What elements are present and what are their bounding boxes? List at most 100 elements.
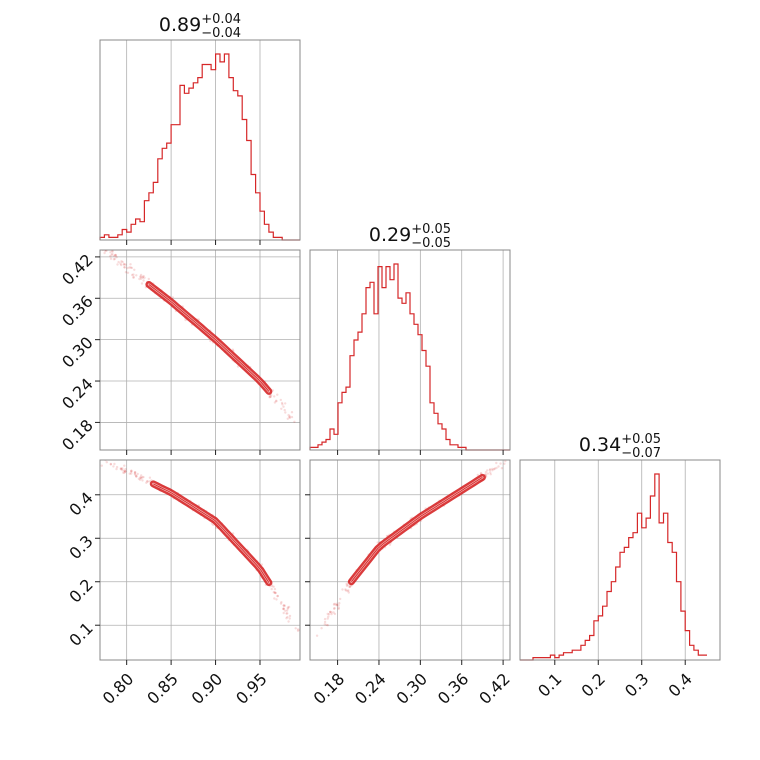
sample-point xyxy=(109,463,113,466)
sample-point xyxy=(130,472,133,475)
param-title-1: 0.89+0.04 xyxy=(159,12,241,36)
sample-point xyxy=(286,612,289,615)
sample-point xyxy=(135,475,138,478)
sample-point xyxy=(287,605,291,609)
sample-point xyxy=(282,611,285,615)
sample-point xyxy=(333,612,337,616)
panel-frame xyxy=(309,459,511,661)
sample-point xyxy=(503,462,506,465)
sample-point xyxy=(286,417,289,420)
sample-point xyxy=(120,263,123,267)
tick-label-x: 0.24 xyxy=(351,669,390,708)
sample-point xyxy=(333,606,336,610)
sample-point xyxy=(123,266,126,269)
tick-label-y: 0.24 xyxy=(58,374,97,413)
hist-panel-1: 0.89+0.04−0.04 xyxy=(99,12,301,245)
sample-point xyxy=(286,606,290,609)
tick-label-y: 0.4 xyxy=(65,488,96,519)
sample-point xyxy=(121,469,124,472)
sample-point xyxy=(141,476,144,479)
tick-label-x: 0.90 xyxy=(188,669,227,708)
sample-point xyxy=(236,365,240,368)
sample-point xyxy=(121,467,124,470)
sample-point xyxy=(114,253,117,257)
sample-point xyxy=(139,476,142,479)
sample-point xyxy=(124,470,127,473)
sample-point xyxy=(273,587,277,591)
sample-point xyxy=(124,470,127,473)
sample-point xyxy=(296,628,300,631)
sample-point xyxy=(284,411,287,414)
sample-point xyxy=(124,271,128,274)
sample-point xyxy=(145,481,148,484)
sample-point xyxy=(143,276,146,279)
sample-point xyxy=(269,395,273,398)
sample-point xyxy=(275,598,278,601)
sample-point xyxy=(123,262,126,266)
sample-point xyxy=(131,273,134,277)
sample-point xyxy=(346,589,349,593)
sample-point xyxy=(110,253,113,257)
sample-point xyxy=(139,476,142,479)
sample-point xyxy=(323,620,327,624)
sample-point xyxy=(147,277,150,281)
sample-point xyxy=(270,587,273,591)
tick-label-y: 0.36 xyxy=(58,292,97,331)
tick-label-y: 0.1 xyxy=(65,619,96,650)
sample-point xyxy=(488,468,492,471)
sample-point xyxy=(133,471,137,474)
sample-point xyxy=(276,393,279,396)
sample-point xyxy=(271,585,274,588)
sample-point xyxy=(129,263,132,266)
panel-frame xyxy=(99,459,301,661)
sample-point xyxy=(132,273,135,276)
sample-point xyxy=(120,260,123,263)
sample-point xyxy=(212,523,215,527)
sample-point xyxy=(280,401,284,405)
sample-point xyxy=(281,403,284,406)
sample-point xyxy=(288,415,291,419)
sample-point xyxy=(345,582,348,586)
sample-point xyxy=(114,254,118,257)
tick-label-x: 0.18 xyxy=(310,669,349,708)
sample-point xyxy=(121,260,124,264)
sample-point xyxy=(290,411,294,414)
sample-point xyxy=(135,475,138,478)
sample-point xyxy=(333,602,336,606)
param-median: 0.89 xyxy=(159,14,201,36)
sample-point xyxy=(130,470,133,473)
sample-point xyxy=(128,266,131,269)
sample-point xyxy=(283,408,286,412)
sample-point xyxy=(272,585,275,588)
joint-samples xyxy=(100,460,300,636)
sample-point xyxy=(148,476,152,479)
sample-point xyxy=(280,407,283,410)
sample-point xyxy=(123,469,126,472)
contour-core xyxy=(153,483,270,583)
sample-point xyxy=(123,470,127,473)
sample-point xyxy=(489,473,492,476)
sample-point xyxy=(486,472,489,475)
sample-point xyxy=(123,464,126,467)
sample-point xyxy=(146,480,149,483)
panel-frame xyxy=(99,249,301,451)
sample-point xyxy=(104,250,107,253)
tick-label-y: 0.30 xyxy=(58,333,97,372)
sample-point xyxy=(139,273,143,277)
param-median: 0.34 xyxy=(579,434,621,456)
sample-point xyxy=(103,251,106,255)
sample-point xyxy=(282,405,285,408)
sample-point xyxy=(273,395,276,398)
tick-label-y: 0.3 xyxy=(65,532,96,563)
sample-point xyxy=(337,604,340,607)
joint-samples xyxy=(315,460,507,637)
tick-label-y: 0.42 xyxy=(58,250,97,289)
sample-point xyxy=(117,260,120,264)
sample-point xyxy=(335,603,339,607)
sample-point xyxy=(491,467,494,471)
sample-point xyxy=(332,611,335,614)
sample-point xyxy=(214,526,218,530)
panel-background xyxy=(100,40,300,240)
joint-panel-1-3: 0.1 0.2 0.3 0.4 0.80 0.85 0.90 0.95 xyxy=(65,459,301,708)
sample-point xyxy=(130,469,133,473)
